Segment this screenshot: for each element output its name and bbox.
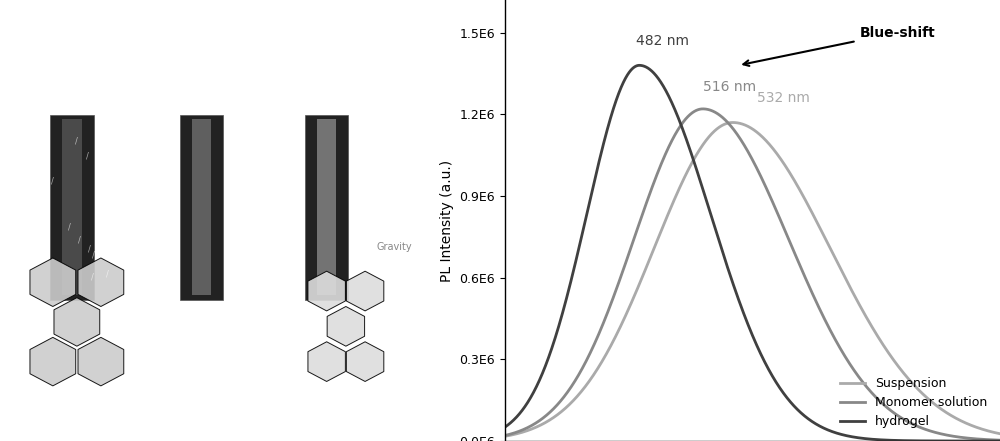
hydrogel: [740, 316, 752, 321]
Text: 482 nm: 482 nm: [636, 34, 689, 48]
Text: /: /: [131, 232, 134, 240]
Line: hydrogel: hydrogel: [505, 65, 1000, 441]
Text: /: /: [157, 172, 160, 181]
Text: /: /: [75, 137, 78, 146]
Text: /: /: [152, 182, 155, 191]
Line: Suspension: Suspension: [505, 123, 1000, 436]
Text: Hydrogel: Hydrogel: [312, 26, 363, 36]
Suspension: [499, 434, 511, 439]
Text: /: /: [68, 222, 71, 232]
Text: /: /: [35, 206, 38, 215]
Monomer solution: [740, 145, 752, 150]
Suspension: [740, 123, 752, 128]
Text: /: /: [92, 250, 95, 259]
Text: Rigidity: Rigidity: [219, 313, 261, 322]
Monomer solution: [994, 437, 1000, 441]
Monomer solution: [980, 437, 992, 441]
Text: /: /: [88, 245, 90, 254]
Text: /: /: [144, 250, 147, 258]
Text: /: /: [91, 273, 94, 282]
Monomer solution: [697, 106, 709, 112]
Text: forces: forces: [379, 185, 409, 194]
Text: /: /: [29, 129, 32, 138]
Suspension: [980, 428, 992, 433]
Monomer solution: [524, 424, 536, 429]
Text: /: /: [153, 155, 156, 164]
Bar: [50, 115, 94, 300]
Text: Yellow emission: Yellow emission: [33, 410, 120, 419]
Text: Blue-shift: Blue-shift: [743, 26, 935, 66]
Text: Blue emission: Blue emission: [307, 410, 385, 419]
hydrogel: [980, 438, 992, 441]
Text: 7.3%: 7.3%: [183, 82, 214, 95]
Text: QYs:: QYs:: [10, 57, 38, 67]
Bar: [305, 115, 348, 300]
Text: a: a: [10, 13, 22, 31]
hydrogel: [499, 425, 511, 430]
Bar: [317, 119, 336, 295]
Text: Polarity: Polarity: [219, 339, 261, 349]
Bar: [62, 119, 82, 295]
Monomer solution: [889, 411, 901, 416]
hydrogel: [727, 280, 739, 285]
Text: /: /: [121, 153, 124, 162]
Text: /: /: [35, 210, 37, 219]
Text: Mixing: Mixing: [119, 172, 155, 181]
Text: Suspension: Suspension: [38, 26, 102, 36]
hydrogel: [524, 396, 536, 401]
hydrogel: [994, 438, 1000, 441]
hydrogel: [980, 438, 992, 441]
Text: Gravity: Gravity: [376, 242, 412, 252]
Suspension: [727, 120, 739, 125]
Text: /: /: [143, 212, 146, 221]
hydrogel: [889, 438, 901, 441]
Monomer solution: [727, 126, 739, 131]
Text: Brownian: Brownian: [371, 163, 417, 172]
Text: UV: UV: [262, 144, 276, 154]
Suspension: [994, 431, 1000, 437]
Text: 516 nm: 516 nm: [703, 80, 756, 94]
Text: 532 nm: 532 nm: [757, 91, 810, 105]
Text: /: /: [128, 258, 131, 267]
Text: /: /: [78, 235, 81, 244]
Text: /: /: [140, 225, 143, 234]
Text: /: /: [51, 176, 54, 185]
Monomer solution: [980, 437, 992, 441]
Text: Monomer solution: Monomer solution: [159, 26, 259, 36]
Text: /: /: [106, 270, 109, 279]
Y-axis label: PL Intensity (a.u.): PL Intensity (a.u.): [440, 160, 454, 281]
Line: Monomer solution: Monomer solution: [505, 109, 1000, 440]
Text: Gelation: Gelation: [246, 172, 292, 181]
Suspension: [524, 427, 536, 432]
hydrogel: [633, 63, 645, 68]
Text: /: /: [176, 142, 179, 151]
Monomer solution: [499, 433, 511, 438]
Text: 16.0%: 16.0%: [312, 82, 352, 95]
Text: /: /: [39, 174, 42, 183]
Text: /: /: [141, 158, 144, 167]
Text: /: /: [86, 151, 89, 160]
Bar: [180, 115, 223, 300]
Text: 4.7%: 4.7%: [38, 82, 70, 95]
Text: /: /: [138, 130, 141, 139]
Suspension: [980, 428, 992, 433]
Bar: [192, 119, 211, 295]
Legend: Suspension, Monomer solution, hydrogel: Suspension, Monomer solution, hydrogel: [834, 371, 994, 435]
Suspension: [889, 359, 901, 365]
Suspension: [726, 120, 738, 125]
